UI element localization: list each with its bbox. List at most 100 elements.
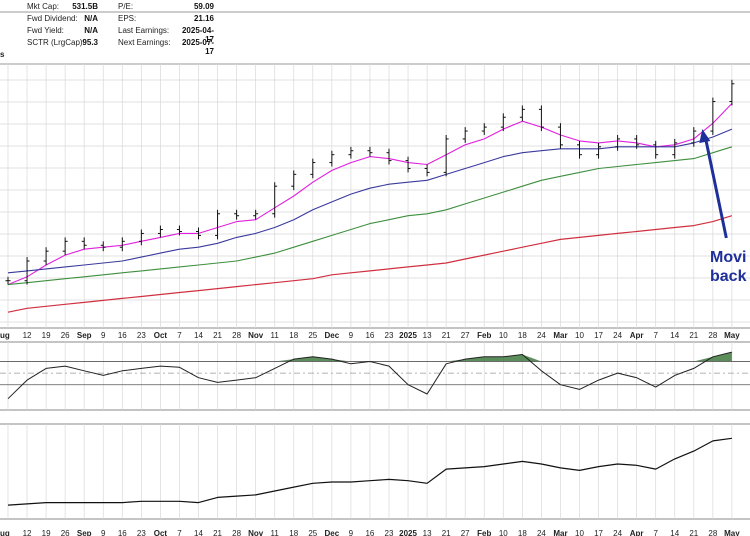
- stat-value: 2025-04-17: [181, 26, 214, 44]
- x-tick-label: 10: [575, 331, 584, 340]
- cumulative-line: [7, 437, 732, 506]
- stat-value: 95.3: [82, 38, 98, 47]
- x-tick-label: 7: [653, 331, 658, 340]
- x-tick-label: Feb: [477, 529, 491, 536]
- stat-label: Mkt Cap:: [27, 2, 60, 11]
- x-tick-label: May: [724, 331, 740, 340]
- x-tick-label: 18: [518, 529, 527, 536]
- x-tick-label: 28: [708, 331, 717, 340]
- x-tick-label: Dec: [325, 331, 340, 340]
- stats-header: Mkt Cap: 531.5B Fwd Dividend: N/A Fwd Yield:…: [0, 0, 750, 64]
- x-tick-label: 7: [177, 331, 182, 340]
- x-tick-label: Nov: [248, 331, 264, 340]
- x-tick-label: Mar: [553, 331, 567, 340]
- x-tick-label: 23: [385, 331, 394, 340]
- stat-label: EPS:: [118, 14, 137, 23]
- stat-label: Fwd Dividend:: [27, 14, 78, 23]
- x-tick-label: 24: [537, 529, 546, 536]
- cropped-label-fragment: s: [0, 50, 5, 59]
- x-tick-label: 23: [385, 529, 394, 536]
- x-tick-label: 21: [213, 529, 222, 536]
- x-tick-label: ug: [0, 331, 10, 340]
- x-tick-label: May: [724, 529, 740, 536]
- x-tick-label: 9: [349, 331, 354, 340]
- x-tick-label: 24: [613, 529, 622, 536]
- x-tick-label: 13: [423, 331, 432, 340]
- x-tick-label: Oct: [154, 331, 168, 340]
- x-tick-label: 11: [271, 331, 280, 340]
- x-tick-label: 12: [23, 331, 32, 340]
- x-tick-label: Oct: [154, 529, 168, 536]
- oscillator-line: [7, 351, 733, 400]
- x-tick-label: 21: [213, 331, 222, 340]
- x-tick-label: 9: [349, 529, 354, 536]
- x-tick-label: Mar: [553, 529, 567, 536]
- x-tick-label: 21: [442, 529, 451, 536]
- x-tick-label: 25: [308, 331, 317, 340]
- x-tick-label: 17: [594, 331, 603, 340]
- annotation-arrow: [703, 136, 728, 239]
- stat-value: 59.09: [193, 2, 214, 11]
- x-tick-label: ug: [0, 529, 10, 536]
- series-ma-mid: [7, 128, 733, 274]
- stat-label: SCTR (LrgCap):: [27, 38, 85, 47]
- x-tick-label: 9: [101, 331, 106, 340]
- x-tick-label: 19: [42, 529, 51, 536]
- x-tick-label: 26: [61, 331, 70, 340]
- x-tick-label: 25: [308, 529, 317, 536]
- x-tick-label: Sep: [77, 529, 92, 536]
- x-tick-label: 7: [177, 529, 182, 536]
- x-tick-label: Apr: [630, 529, 644, 536]
- x-tick-label: 27: [461, 529, 470, 536]
- x-tick-label: 28: [232, 529, 241, 536]
- x-tick-label: 18: [289, 331, 298, 340]
- x-tick-label: 16: [365, 529, 374, 536]
- x-tick-label: 14: [670, 331, 679, 340]
- x-tick-label: 16: [118, 529, 127, 536]
- x-tick-label: 24: [537, 331, 546, 340]
- stat-label: Fwd Yield:: [27, 26, 64, 35]
- x-tick-label: 18: [289, 529, 298, 536]
- stat-label: Next Earnings:: [118, 38, 171, 47]
- x-tick-label: 7: [653, 529, 658, 536]
- x-tick-label: 21: [689, 529, 698, 536]
- x-tick-label: 2025: [399, 331, 417, 340]
- stat-value: 531.5B: [72, 2, 98, 11]
- series-ma-200: [7, 215, 733, 313]
- x-tick-label: 10: [499, 529, 508, 536]
- x-tick-label: 23: [137, 529, 146, 536]
- x-tick-label: Dec: [325, 529, 340, 536]
- x-tick-label: 26: [61, 529, 70, 536]
- x-tick-label: 28: [232, 331, 241, 340]
- x-tick-label: 28: [708, 529, 717, 536]
- x-tick-label: 16: [365, 331, 374, 340]
- x-tick-label: 2025: [399, 529, 417, 536]
- stat-label: Last Earnings:: [118, 26, 170, 35]
- x-tick-label: 21: [689, 331, 698, 340]
- x-tick-label: 13: [423, 529, 432, 536]
- x-tick-label: 10: [575, 529, 584, 536]
- x-tick-label: 19: [42, 331, 51, 340]
- x-tick-label: 14: [194, 529, 203, 536]
- x-tick-label: 16: [118, 331, 127, 340]
- x-tick-label: 24: [613, 331, 622, 340]
- annotation-text-line1: Movi: [710, 249, 746, 266]
- x-tick-label: Sep: [77, 331, 92, 340]
- x-tick-label: Feb: [477, 331, 491, 340]
- annotation-text-line2: back: [710, 268, 747, 285]
- x-tick-label: 14: [670, 529, 679, 536]
- stat-value: N/A: [84, 26, 98, 35]
- stat-value: 21.16: [193, 14, 214, 23]
- x-tick-label: 12: [23, 529, 32, 536]
- series-ma-long: [7, 146, 733, 286]
- x-tick-label: 21: [442, 331, 451, 340]
- x-tick-label: 10: [499, 331, 508, 340]
- stat-value: 2025-07-17: [181, 38, 214, 56]
- x-tick-label: Nov: [248, 529, 264, 536]
- stat-label: P/E:: [118, 2, 134, 11]
- x-tick-label: 17: [594, 529, 603, 536]
- annotation-arrowhead: [699, 129, 711, 144]
- x-tick-label: Apr: [630, 331, 644, 340]
- stat-value: N/A: [84, 14, 98, 23]
